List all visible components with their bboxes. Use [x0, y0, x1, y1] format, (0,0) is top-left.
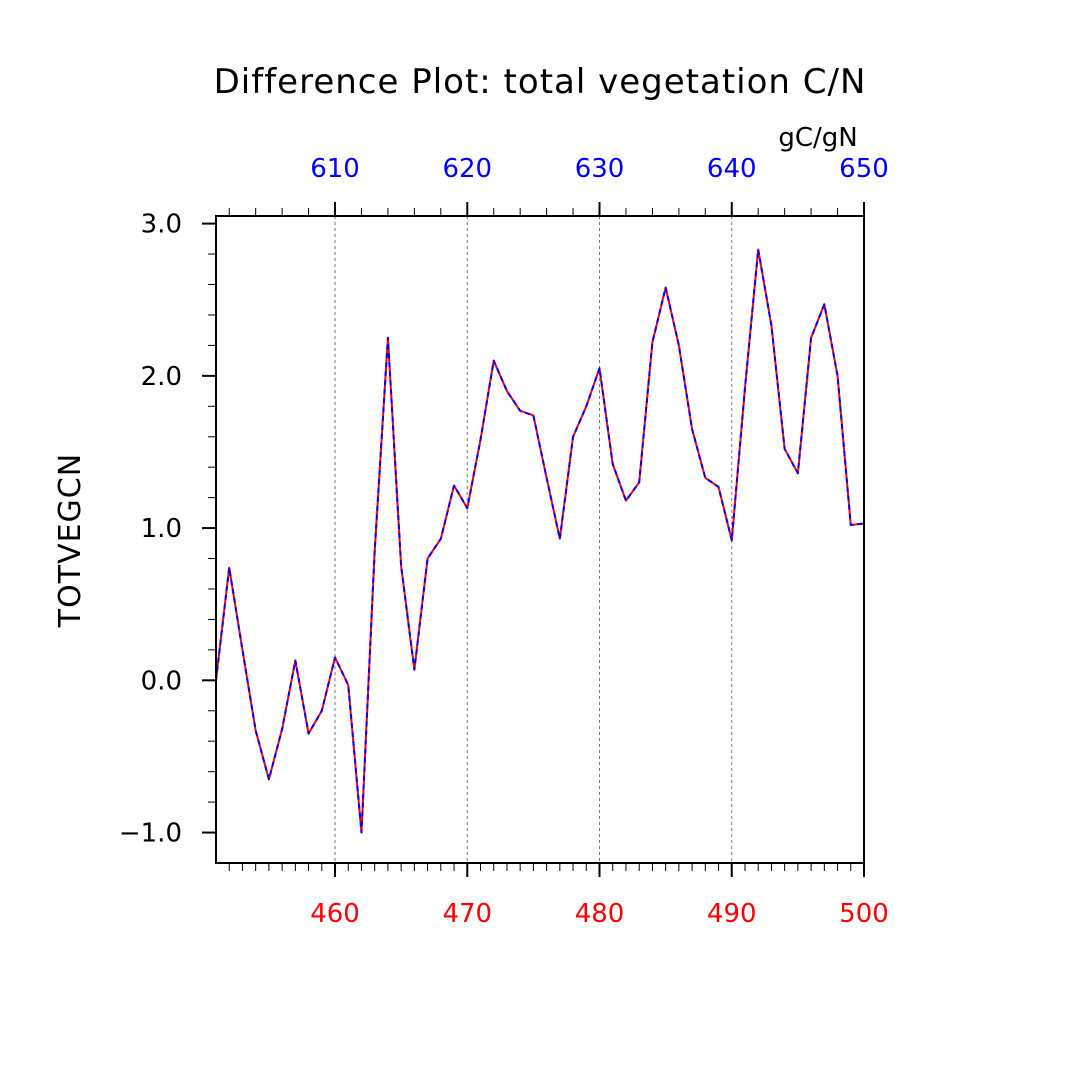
x-bottom-tick-label: 500: [839, 899, 889, 929]
y-tick-label: 2.0: [141, 362, 182, 392]
y-tick-label: 1.0: [141, 514, 182, 544]
y-tick-label: −1.0: [119, 819, 182, 849]
chart-title: Difference Plot: total vegetation C/N: [214, 62, 867, 102]
plot-frame: [215, 215, 865, 864]
x-bottom-tick-label: 470: [442, 899, 492, 929]
x-top-tick-label: 640: [707, 154, 757, 184]
series-lines: [215, 248, 865, 834]
y-tick-label: 3.0: [141, 210, 182, 240]
series-line: [215, 248, 865, 834]
x-bottom-tick-label: 490: [707, 899, 757, 929]
ticks: [202, 202, 865, 877]
x-top-tick-label: 650: [839, 154, 889, 184]
y-tick-label: 0.0: [141, 666, 182, 696]
y-axis-label: TOTVEGCN: [53, 453, 88, 628]
x-top-tick-label: 620: [442, 154, 492, 184]
x-bottom-tick-label: 480: [575, 899, 625, 929]
x-bottom-tick-label: 460: [310, 899, 360, 929]
x-top-tick-label: 610: [310, 154, 360, 184]
x-top-tick-label: 630: [575, 154, 625, 184]
series-line: [215, 248, 865, 834]
units-label: gC/gN: [778, 123, 857, 153]
tick-labels: −1.0 0.0 1.0 2.0 3.0 460 470 480 490 500 610 620 630…: [119, 154, 889, 929]
axes: [215, 215, 865, 864]
